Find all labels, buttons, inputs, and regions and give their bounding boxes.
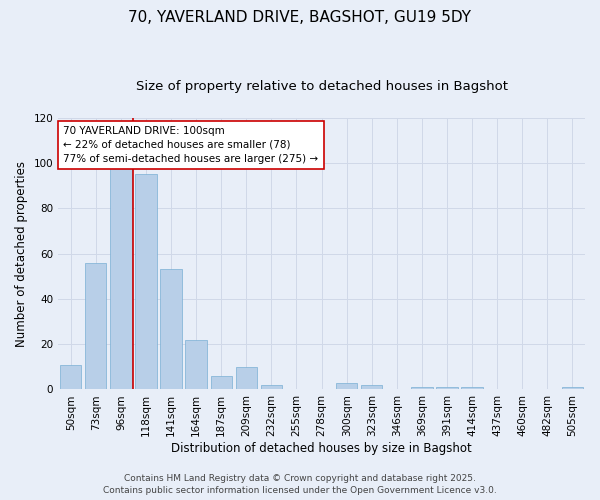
Bar xyxy=(85,262,106,390)
Title: Size of property relative to detached houses in Bagshot: Size of property relative to detached ho… xyxy=(136,80,508,93)
Bar xyxy=(336,382,358,390)
Bar xyxy=(211,376,232,390)
Text: Contains HM Land Registry data © Crown copyright and database right 2025.
Contai: Contains HM Land Registry data © Crown c… xyxy=(103,474,497,495)
Text: 70 YAVERLAND DRIVE: 100sqm
← 22% of detached houses are smaller (78)
77% of semi: 70 YAVERLAND DRIVE: 100sqm ← 22% of deta… xyxy=(64,126,319,164)
X-axis label: Distribution of detached houses by size in Bagshot: Distribution of detached houses by size … xyxy=(171,442,472,455)
Bar xyxy=(160,270,182,390)
Bar xyxy=(185,340,207,390)
Bar xyxy=(261,385,282,390)
Bar xyxy=(136,174,157,390)
Text: 70, YAVERLAND DRIVE, BAGSHOT, GU19 5DY: 70, YAVERLAND DRIVE, BAGSHOT, GU19 5DY xyxy=(128,10,472,25)
Bar xyxy=(436,387,458,390)
Y-axis label: Number of detached properties: Number of detached properties xyxy=(15,160,28,346)
Bar xyxy=(562,387,583,390)
Bar xyxy=(361,385,382,390)
Bar xyxy=(110,161,131,390)
Bar xyxy=(236,367,257,390)
Bar xyxy=(60,364,82,390)
Bar xyxy=(461,387,483,390)
Bar xyxy=(411,387,433,390)
